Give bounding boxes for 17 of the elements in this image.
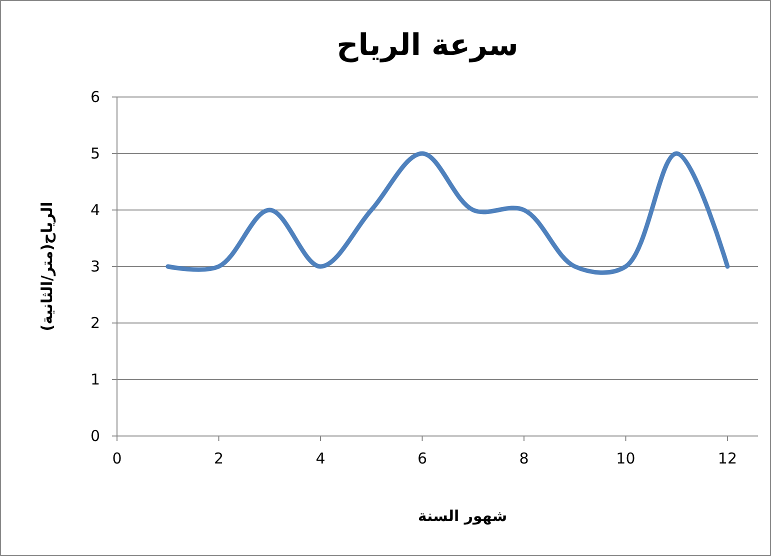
y-axis-title: الرياح(متر/الثانية) (38, 202, 56, 332)
y-tick-label: 4 (90, 200, 100, 219)
x-tick-label: 12 (718, 450, 738, 468)
chart-title: سرعة الرياح (336, 28, 518, 63)
y-tick-label: 1 (90, 370, 100, 388)
y-tick-label: 0 (90, 426, 100, 445)
y-tick-label: 5 (90, 144, 100, 162)
x-tick-label: 2 (214, 450, 224, 468)
y-tick-label: 3 (90, 257, 100, 276)
y-tick-label: 2 (90, 314, 100, 332)
x-tick-label: 6 (417, 450, 428, 468)
x-tick-label: 4 (316, 450, 326, 468)
y-tick-label: 6 (90, 88, 100, 106)
x-axis-title: شهور السنة (418, 507, 508, 525)
x-tick-label: 10 (616, 450, 636, 468)
x-tick-label: 8 (519, 450, 529, 468)
x-tick-label: 0 (112, 450, 122, 468)
